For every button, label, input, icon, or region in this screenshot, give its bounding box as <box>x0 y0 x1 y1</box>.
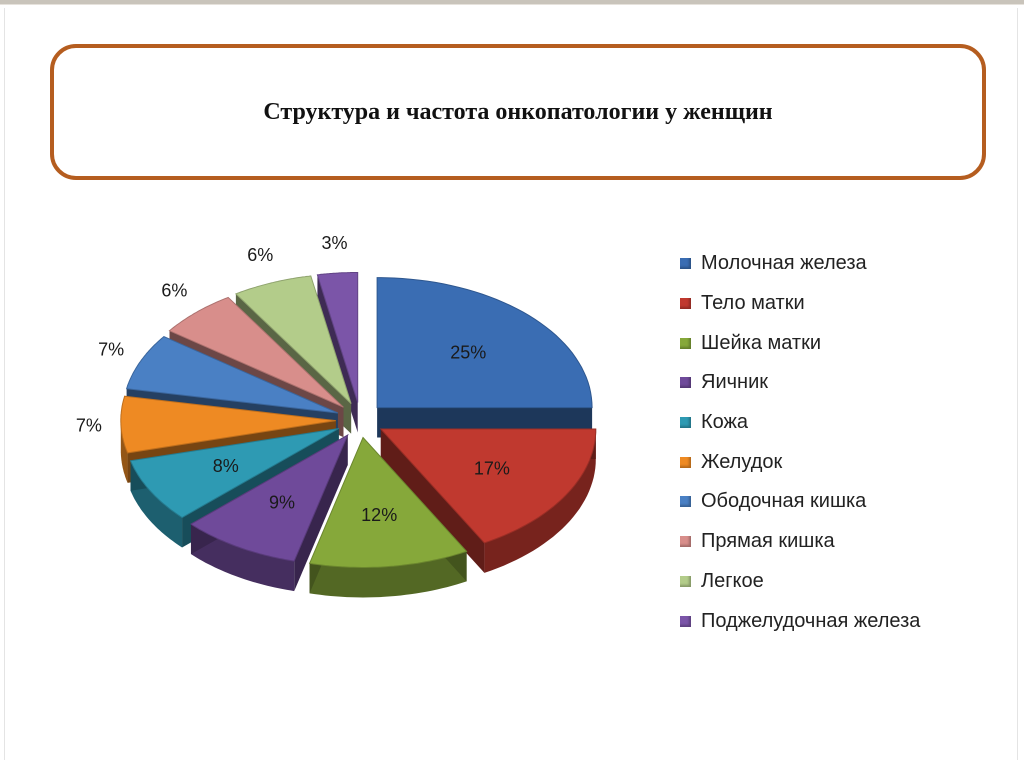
pie-slice-top <box>234 275 352 404</box>
legend-item-1: Молочная железа <box>680 244 1010 284</box>
slice-label-9: 6% <box>247 245 273 265</box>
legend-swatch <box>680 496 691 508</box>
legend-item-5: Кожа <box>680 403 1010 443</box>
pie-slice-top <box>129 428 340 519</box>
legend-swatch <box>680 417 691 429</box>
legend-swatch <box>680 337 691 349</box>
legend-label: Молочная железа <box>701 252 867 275</box>
legend-item-10: Поджелудочная железа <box>680 601 1010 641</box>
legend-swatch <box>680 575 691 587</box>
legend-label: Яичник <box>701 371 769 394</box>
pie-slice-top <box>316 272 359 403</box>
legend-item-7: Ободочная кишка <box>680 482 1010 522</box>
legend-item-6: Желудок <box>680 442 1010 482</box>
pie-slice-wall <box>120 420 128 483</box>
legend-item-4: Яичник <box>680 363 1010 403</box>
slice-label-3: 12% <box>361 505 397 525</box>
pie-slice-wall <box>309 551 467 598</box>
legend-label: Прямая кишка <box>701 530 835 553</box>
pie-slice-top <box>125 336 339 414</box>
slice-label-1: 25% <box>450 342 486 362</box>
legend-label: Желудок <box>701 450 783 473</box>
legend-label: Тело матки <box>701 292 805 315</box>
pie-slice-top <box>379 428 597 544</box>
pie-slice-wall <box>130 460 183 548</box>
slide-frame <box>4 8 1018 760</box>
legend-item-3: Шейка матки <box>680 323 1010 363</box>
slice-label-4: 9% <box>269 492 295 512</box>
title-box: Структура и частота онкопатологии у женщ… <box>50 44 986 180</box>
legend-swatch <box>680 258 691 270</box>
pie-slice-wall <box>484 429 596 573</box>
legend-label: Поджелудочная железа <box>701 609 921 632</box>
pie-slice-side <box>294 435 348 592</box>
slice-label-2: 17% <box>474 459 510 479</box>
legend-label: Ободочная кишка <box>701 490 867 513</box>
pie-slice-4 <box>190 433 349 592</box>
pie-slice-top <box>376 277 593 409</box>
pie-slice-side <box>380 428 485 573</box>
top-rule <box>0 0 1024 4</box>
legend-swatch <box>680 536 691 548</box>
legend-label: Кожа <box>701 411 749 434</box>
pie-slice-2 <box>379 428 597 573</box>
slice-label-8: 6% <box>161 281 187 301</box>
slice-label-10: 3% <box>321 233 347 253</box>
legend-label: Легкое <box>701 569 764 592</box>
slice-label-6: 7% <box>76 416 102 436</box>
legend-item-2: Тело матки <box>680 284 1010 324</box>
slice-label-5: 8% <box>213 456 239 476</box>
pie-slice-3 <box>308 436 468 598</box>
legend-item-9: Легкое <box>680 562 1010 602</box>
chart-legend: Молочная железа Тело матки Шейка матки Яичн… <box>680 244 1010 641</box>
pie-slice-top <box>308 436 468 568</box>
pie-slice-top <box>168 296 344 408</box>
legend-swatch <box>680 456 691 468</box>
legend-item-8: Прямая кишка <box>680 522 1010 562</box>
top-rule-thin <box>0 4 1024 5</box>
pie-slice-top <box>190 433 349 562</box>
legend-label: Шейка матки <box>701 331 822 354</box>
pie-slice-top <box>120 395 336 454</box>
slice-label-7: 7% <box>98 340 124 360</box>
pie-slice-wall <box>191 524 295 592</box>
legend-swatch <box>680 377 691 389</box>
legend-swatch <box>680 298 691 310</box>
legend-swatch <box>680 615 691 627</box>
slide-title: Структура и частота онкопатологии у женщ… <box>263 98 773 125</box>
